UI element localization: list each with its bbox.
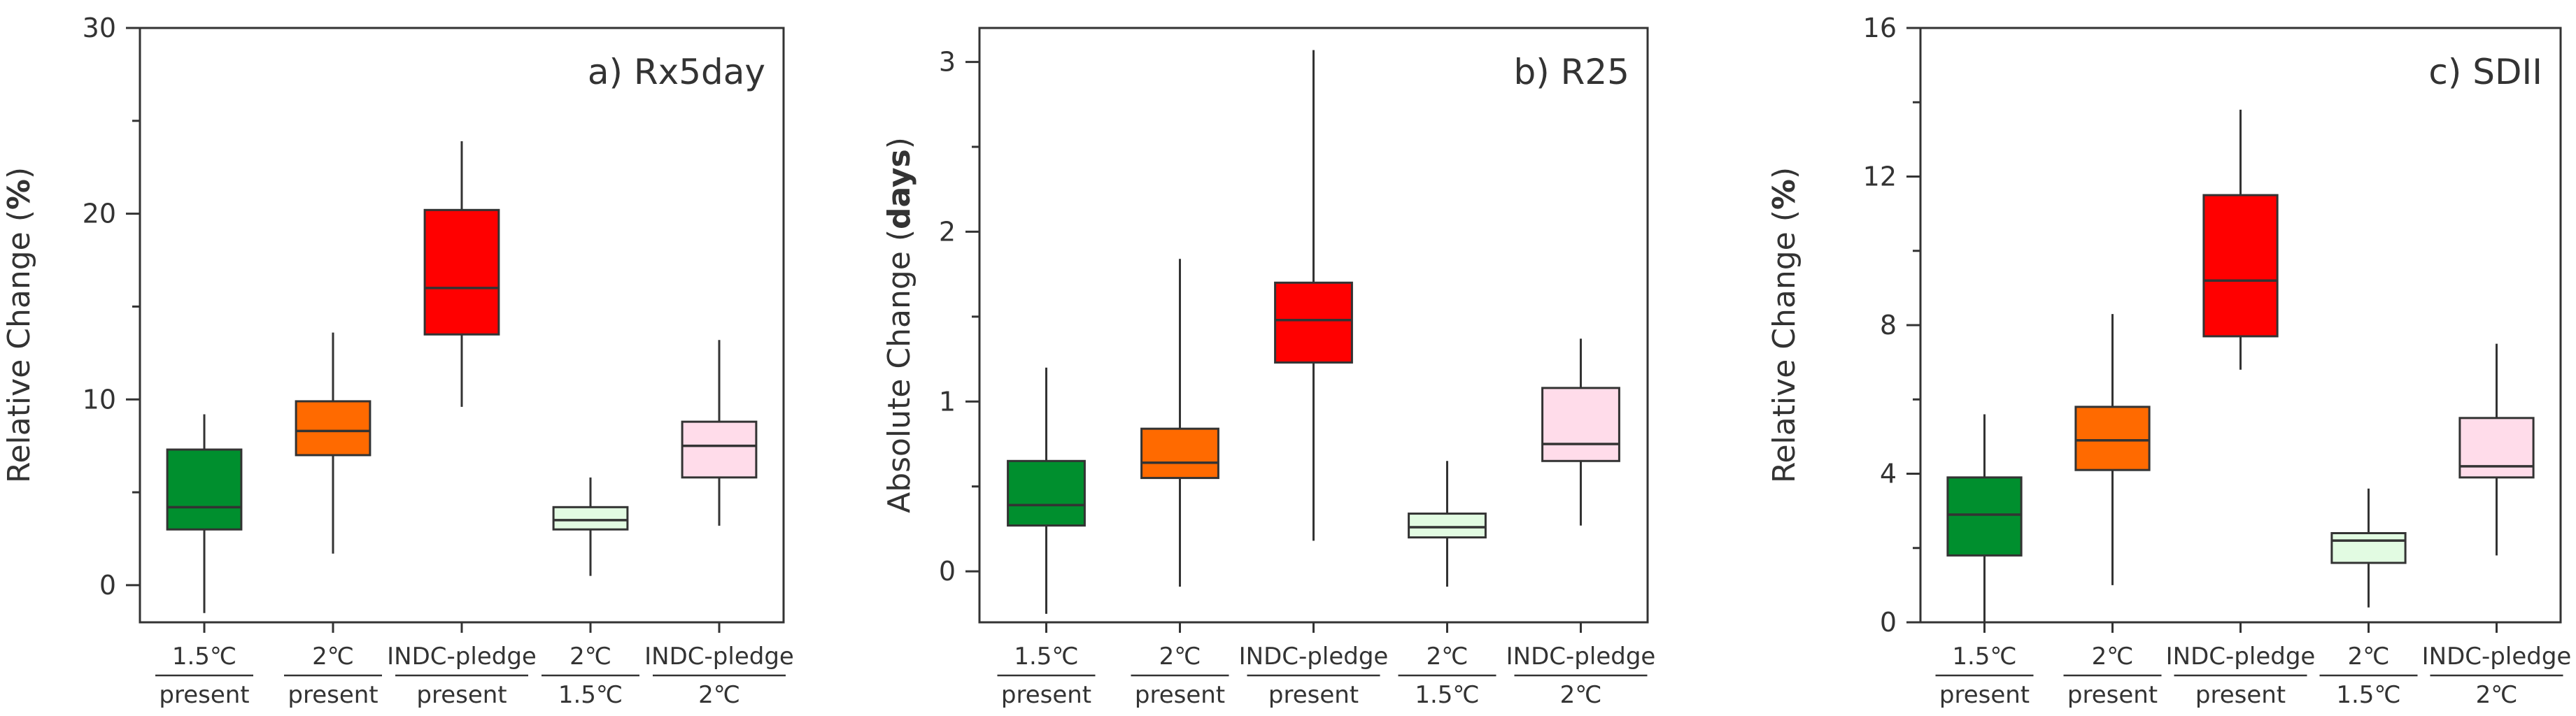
y-tick-label: 10 <box>83 384 116 415</box>
box-iqr <box>681 420 758 479</box>
box-2 <box>2074 314 2151 585</box>
y-axis-label: Relative Change (%) <box>1767 167 1802 483</box>
y-axis-label-unit: % <box>1767 179 1802 210</box>
category-label-bottom: present <box>416 681 507 709</box>
category-label-bottom: present <box>1939 681 2030 709</box>
category-label-top: 2℃ <box>312 643 354 671</box>
box-iqr <box>166 448 243 531</box>
y-tick-label: 20 <box>83 199 116 229</box>
panel-1: 0 10 20 30 Relative Change (%) a) Rx5day 1.5℃ p… <box>1 13 794 709</box>
y-tick-label: 4 <box>1880 459 1897 489</box>
panel-2: 0 1 2 3 Absolute Change (days) b) R25 1.5℃ pres… <box>882 27 1656 709</box>
category-label-bottom: present <box>1135 681 1225 709</box>
category-label-top: 2℃ <box>569 643 611 671</box>
category-label-top: INDC-pledge <box>1239 643 1389 671</box>
category-label-bottom: present <box>1001 681 1091 709</box>
box-iqr <box>2202 194 2279 338</box>
category-label-bottom: present <box>2067 681 2158 709</box>
box-1 <box>1946 414 2023 622</box>
y-axis-label: Relative Change (%) <box>1 167 37 483</box>
y-tick-label: 1 <box>939 386 956 417</box>
box-iqr <box>1408 513 1487 539</box>
category-label-top: INDC-pledge <box>2422 643 2572 671</box>
box-3 <box>1274 50 1353 541</box>
box-3 <box>423 141 500 407</box>
box-iqr <box>2330 532 2407 564</box>
box-iqr <box>2458 417 2535 479</box>
category-label-bottom: present <box>1268 681 1359 709</box>
box-5 <box>2458 343 2535 556</box>
box-iqr <box>1946 476 2023 557</box>
y-axis-label-prefix: Relative Change ( <box>1 210 37 483</box>
panel-title: c) SDII <box>2428 52 2542 92</box>
y-tick-label: 0 <box>1880 607 1897 638</box>
box-2 <box>1140 259 1219 587</box>
category-label-top: 1.5℃ <box>1014 643 1078 671</box>
box-4 <box>552 477 629 576</box>
category-label-top: INDC-pledge <box>387 643 537 671</box>
category-label-bottom: present <box>288 681 378 709</box>
box-4 <box>1408 461 1487 587</box>
category-label-bottom: 2℃ <box>698 681 740 709</box>
category-label-bottom: present <box>159 681 249 709</box>
y-tick-label: 30 <box>83 13 116 43</box>
category-label-top: 2℃ <box>2348 643 2390 671</box>
y-tick-label: 3 <box>939 47 956 78</box>
panel-title: b) R25 <box>1513 52 1629 92</box>
category-label-top: 1.5℃ <box>172 643 236 671</box>
box-iqr <box>1007 459 1086 527</box>
y-tick-label: 16 <box>1863 13 1897 43</box>
box-5 <box>1541 338 1620 526</box>
box-iqr <box>2074 406 2151 471</box>
y-axis-label-suffix: ) <box>1 167 37 179</box>
category-label-top: INDC-pledge <box>2166 643 2316 671</box>
y-axis-label-unit: % <box>1 179 37 210</box>
y-tick-label: 2 <box>939 216 956 247</box>
y-axis-label-suffix: ) <box>882 137 917 149</box>
y-axis-label-prefix: Relative Change ( <box>1767 210 1802 483</box>
category-label-bottom: 2℃ <box>2476 681 2518 709</box>
box-3 <box>2202 109 2279 370</box>
y-axis-label-suffix: ) <box>1767 167 1802 179</box>
category-label-top: INDC-pledge <box>644 643 794 671</box>
y-axis-label-unit: days <box>882 149 917 229</box>
box-iqr <box>295 400 371 457</box>
box-2 <box>295 332 371 554</box>
y-axis-label: Absolute Change (days) <box>882 137 917 513</box>
category-label-top: 1.5℃ <box>1952 643 2016 671</box>
y-tick-label: 0 <box>99 570 116 601</box>
category-label-top: 2℃ <box>1159 643 1201 671</box>
category-label-bottom: 2℃ <box>1560 681 1602 709</box>
category-label-bottom: 1.5℃ <box>558 681 623 709</box>
y-tick-label: 0 <box>939 556 956 587</box>
panel-title: a) Rx5day <box>588 52 765 92</box>
category-label-bottom: present <box>2195 681 2286 709</box>
category-label-bottom: 1.5℃ <box>2336 681 2400 709</box>
y-axis-label-prefix: Absolute Change ( <box>882 229 917 513</box>
box-1 <box>1007 367 1086 614</box>
panel-3: 0 4 8 12 16 Relative Change (%) c) SDII 1.5℃ pre… <box>1767 13 2571 709</box>
box-iqr <box>1274 281 1353 364</box>
box-4 <box>2330 488 2407 608</box>
category-label-bottom: 1.5℃ <box>1415 681 1479 709</box>
box-iqr <box>1541 387 1620 462</box>
box-iqr <box>552 506 629 531</box>
y-tick-label: 8 <box>1880 310 1897 341</box>
box-iqr <box>1140 427 1219 480</box>
category-label-top: INDC-pledge <box>1506 643 1656 671</box>
y-tick-label: 12 <box>1863 162 1897 192</box>
box-1 <box>166 414 243 613</box>
box-iqr <box>423 208 500 336</box>
category-label-top: 2℃ <box>1427 643 1469 671</box>
box-5 <box>681 340 758 526</box>
category-label-top: 2℃ <box>2092 643 2134 671</box>
